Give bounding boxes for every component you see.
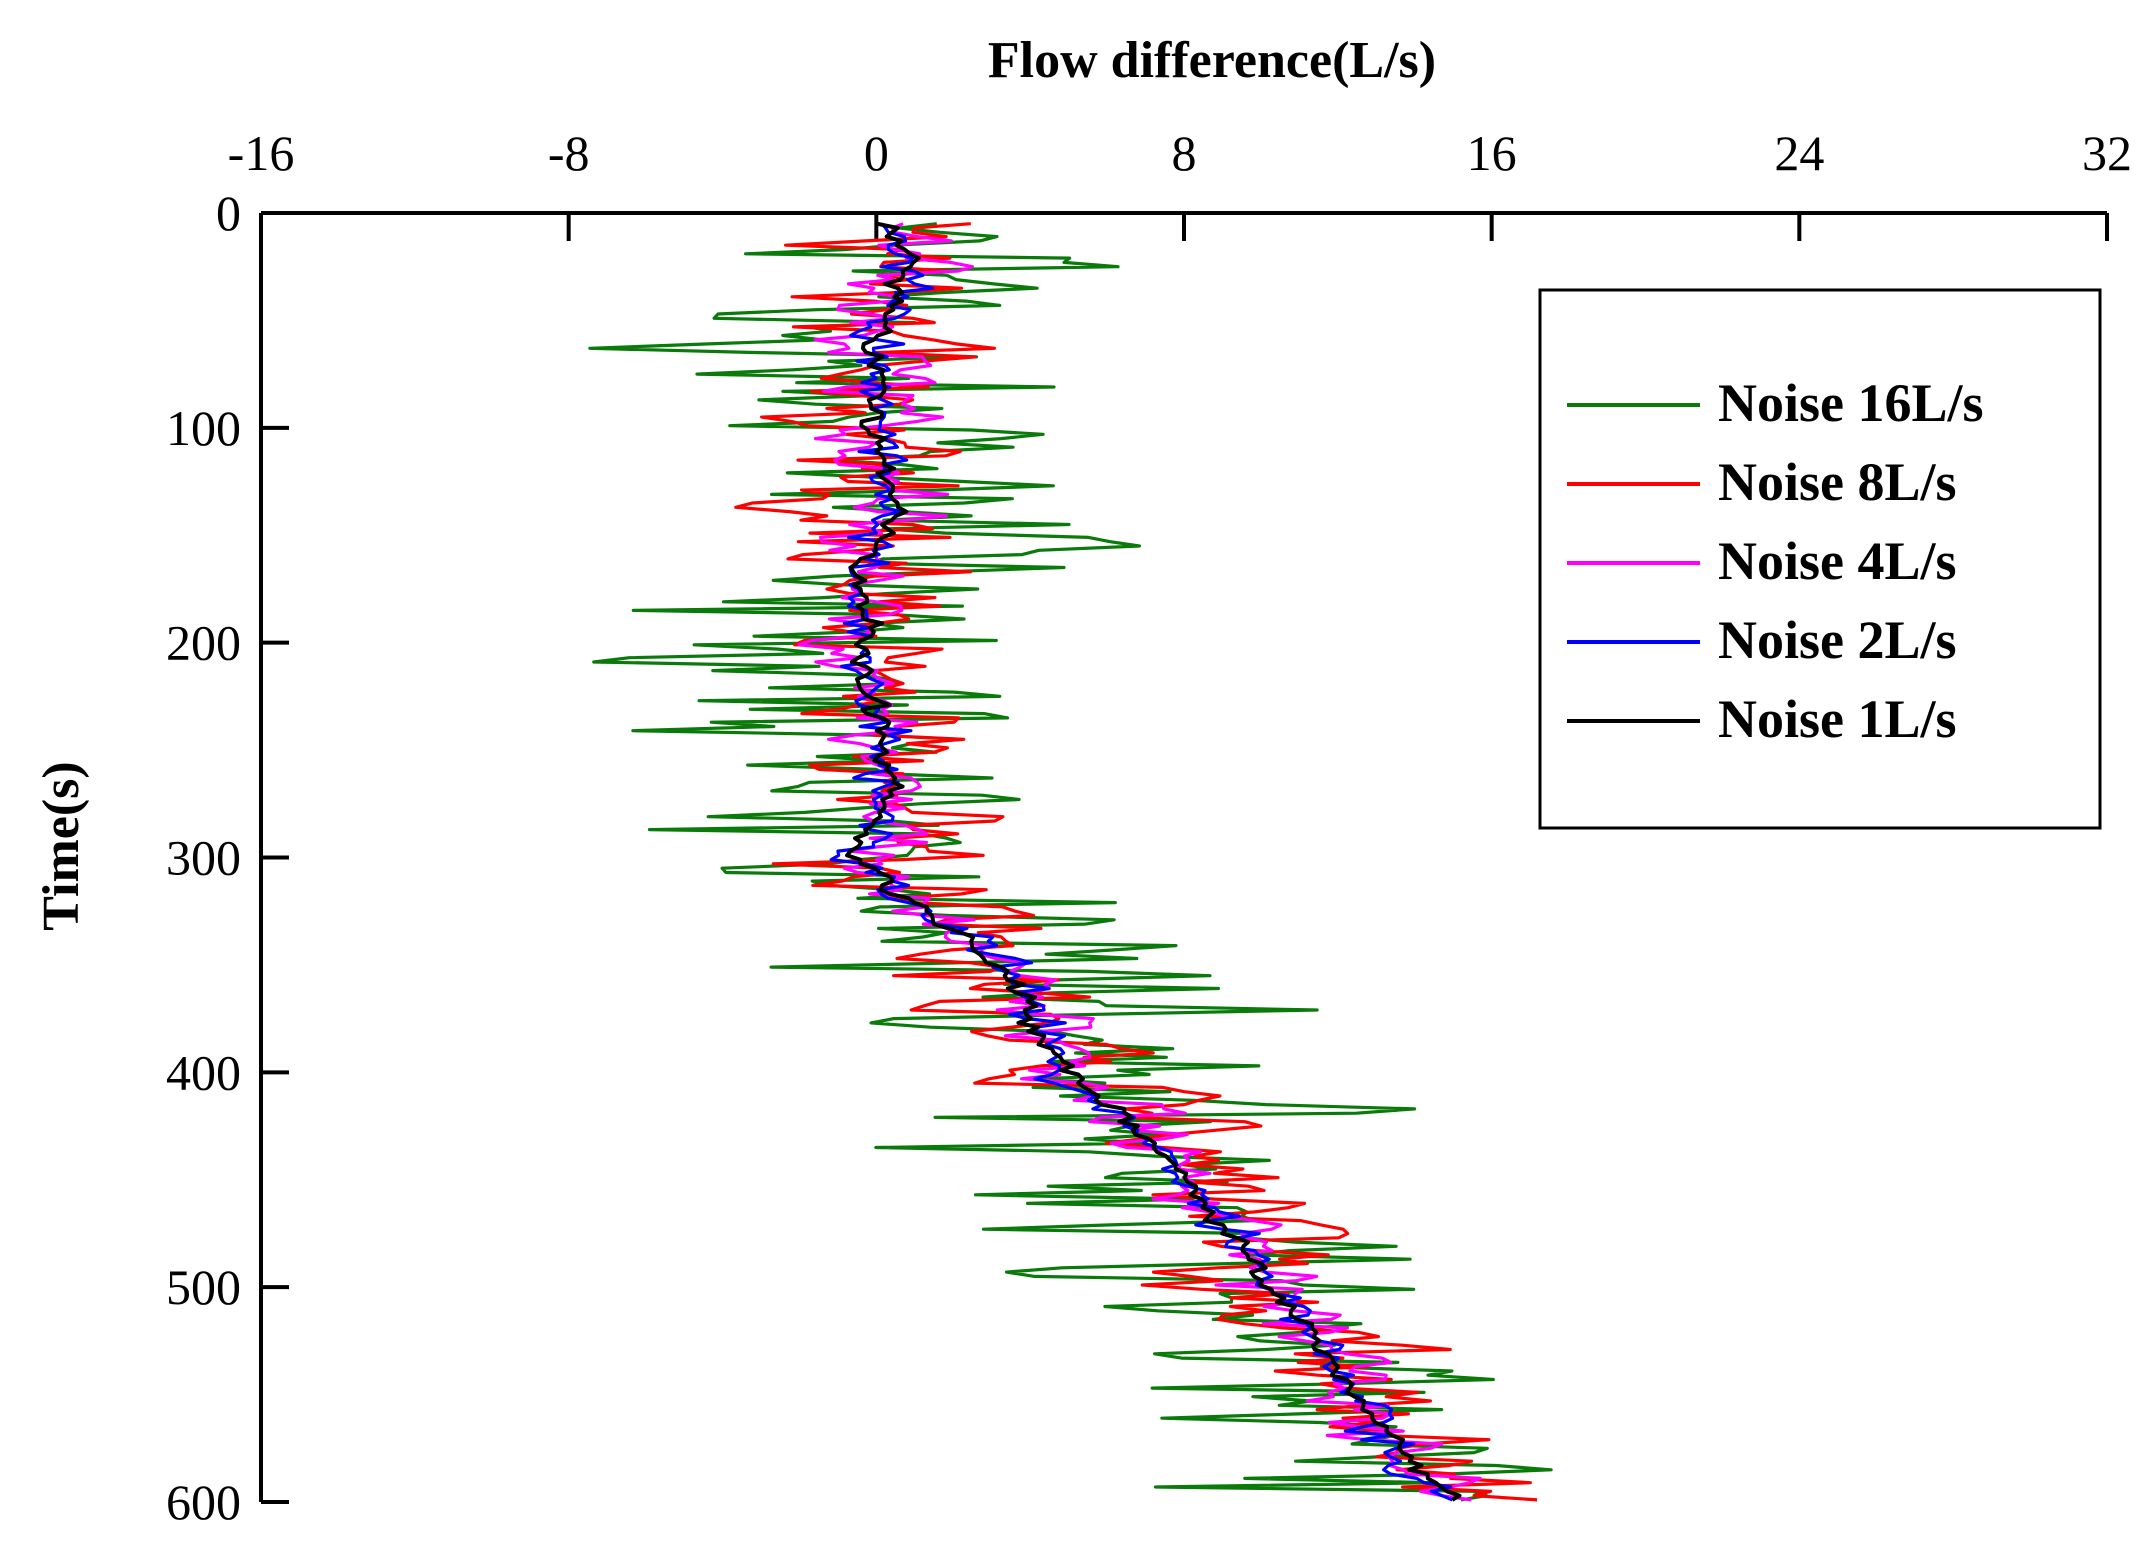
x-tick-label: 24 bbox=[1774, 125, 1824, 181]
y-tick-label: 200 bbox=[166, 615, 241, 671]
y-axis-title: Time(s) bbox=[33, 761, 90, 930]
legend-label-2: Noise 2L/s bbox=[1718, 610, 1957, 670]
ticks-layer: -16 -8 0 8 16 24 32 0 100 200 300 400 500 600 bbox=[166, 125, 2132, 1530]
legend-label-1: Noise 1L/s bbox=[1718, 689, 1957, 749]
y-tick-label: 500 bbox=[166, 1259, 241, 1315]
series-line-noise-1l-s bbox=[845, 221, 1462, 1502]
series-lines bbox=[588, 221, 1553, 1502]
legend-label-16: Noise 16L/s bbox=[1718, 373, 1984, 433]
legend-box bbox=[1538, 288, 2102, 830]
series-line-noise-16l-s bbox=[588, 222, 1553, 1502]
y-tick-label: 600 bbox=[166, 1474, 241, 1530]
y-tick-label: 0 bbox=[216, 185, 241, 241]
x-tick-label: 8 bbox=[1172, 125, 1197, 181]
legend-label-8: Noise 8L/s bbox=[1718, 452, 1957, 512]
y-tick-label: 300 bbox=[166, 830, 241, 886]
legend: Noise 16L/s Noise 8L/s Noise 4L/s Noise … bbox=[1538, 288, 2102, 830]
x-tick-label: -8 bbox=[548, 125, 590, 181]
x-tick-label: 0 bbox=[864, 125, 889, 181]
y-tick-label: 400 bbox=[166, 1044, 241, 1100]
x-axis-title: Flow difference(L/s) bbox=[988, 32, 1436, 89]
x-tick-label: 32 bbox=[2082, 125, 2132, 181]
x-tick-label: -16 bbox=[228, 125, 295, 181]
legend-label-4: Noise 4L/s bbox=[1718, 531, 1957, 591]
y-tick-label: 100 bbox=[166, 400, 241, 456]
x-tick-label: 16 bbox=[1467, 125, 1517, 181]
